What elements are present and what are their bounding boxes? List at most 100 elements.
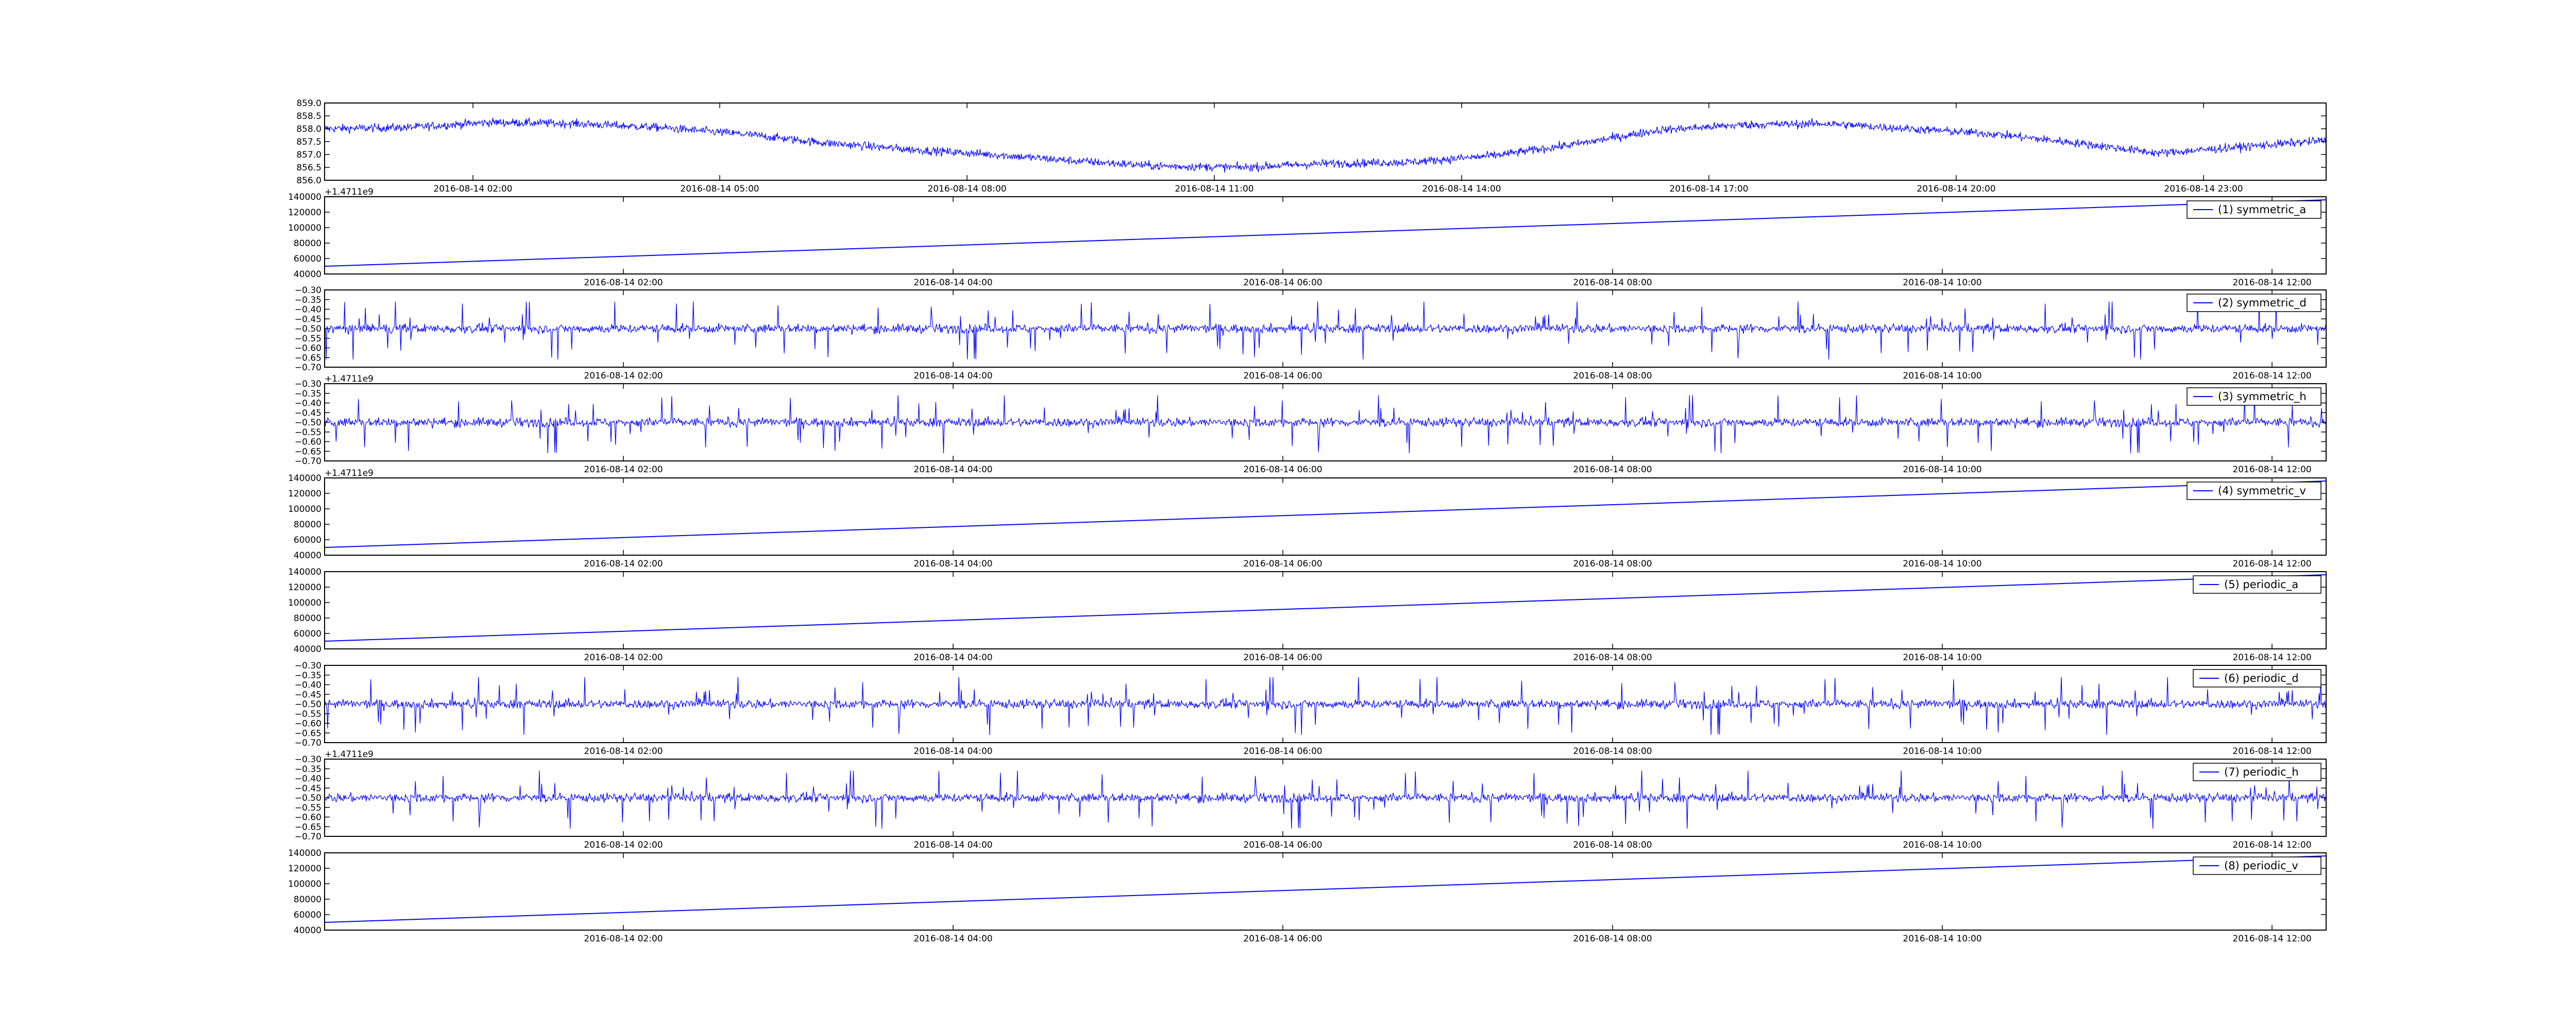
y-tick-label: 40000: [294, 269, 321, 280]
x-tick-label: 2016-08-14 10:00: [1903, 746, 1981, 757]
axes-frame: [324, 571, 2327, 649]
x-tick-label: 2016-08-14 06:00: [1243, 934, 1322, 944]
y-tick-label: −0.65: [295, 447, 321, 457]
panel-9: 40000 60000 80000 100000 120000 140000 2016-08…: [288, 848, 2327, 944]
x-tick-label: 2016-08-14 06:00: [1243, 559, 1322, 569]
x-tick-label: 2016-08-14 12:00: [2232, 465, 2311, 475]
x-tick-label: 2016-08-14 02:00: [584, 746, 663, 757]
legend: (1) symmetric_a: [2187, 200, 2321, 219]
y-tick-label: −0.65: [295, 353, 321, 363]
x-tick-label: 2016-08-14 02:00: [584, 559, 663, 569]
x-tick-label: 2016-08-14 12:00: [2232, 653, 2311, 663]
x-tick-label: 2016-08-14 23:00: [2164, 184, 2243, 194]
legend: (8) periodic_v: [2193, 856, 2321, 875]
y-tick-label: 100000: [288, 504, 321, 514]
x-tick-label: 2016-08-14 10:00: [1903, 371, 1981, 381]
y-tick-label: −0.45: [295, 783, 321, 794]
axes-frame: [324, 759, 2327, 837]
legend-box: [2187, 387, 2321, 406]
panel-5: 40000 60000 80000 100000 120000 140000 2016-08…: [288, 468, 2327, 569]
y-tick-label: −0.70: [295, 738, 321, 748]
x-tick-label: 2016-08-14 20:00: [1917, 184, 1995, 194]
y-tick-label: −0.50: [295, 324, 321, 334]
y-tick-label: 140000: [288, 192, 321, 202]
x-tick-label: 2016-08-14 06:00: [1243, 371, 1322, 381]
y-tick-label: −0.60: [295, 437, 321, 448]
series-line: [324, 574, 2327, 642]
y-tick-label: −0.40: [295, 680, 321, 691]
y-tick-label: 100000: [288, 598, 321, 608]
y-tick-label: −0.60: [295, 344, 321, 354]
x-tick-label: 2016-08-14 08:00: [1573, 465, 1652, 475]
x-tick-label: 2016-08-14 04:00: [913, 278, 992, 288]
x-tick-label: 2016-08-14 14:00: [1422, 184, 1501, 194]
y-tick-label: 858.0: [296, 124, 321, 134]
x-tick-label: 2016-08-14 02:00: [584, 278, 663, 288]
y-tick-label: 40000: [294, 925, 321, 936]
y-tick-label: −0.45: [295, 408, 321, 418]
legend: (6) periodic_d: [2193, 669, 2321, 688]
y-tick-label: −0.30: [295, 285, 321, 296]
y-tick-label: −0.40: [295, 774, 321, 784]
x-tick-label: 2016-08-14 12:00: [2232, 934, 2311, 944]
legend-label: (4) symmetric_v: [2218, 485, 2306, 497]
legend-label: (6) periodic_d: [2224, 672, 2299, 685]
y-tick-label: 120000: [288, 208, 321, 218]
x-tick-label: 2016-08-14 12:00: [2232, 746, 2311, 757]
y-tick-label: 80000: [294, 520, 321, 530]
y-tick-label: 120000: [288, 489, 321, 499]
legend: (7) periodic_h: [2193, 763, 2321, 781]
axes-frame: [324, 477, 2327, 556]
y-tick-label: 60000: [294, 535, 321, 545]
y-tick-label: −0.35: [295, 671, 321, 681]
x-tick-label: 2016-08-14 02:00: [584, 840, 663, 850]
y-tick-label: −0.50: [295, 418, 321, 428]
series-line: [324, 395, 2327, 454]
x-tick-label: 2016-08-14 12:00: [2232, 559, 2311, 569]
x-tick-label: 2016-08-14 04:00: [913, 371, 992, 381]
x-tick-label: 2016-08-14 12:00: [2232, 840, 2311, 850]
legend: (5) periodic_a: [2193, 575, 2321, 594]
series-line: [324, 199, 2327, 267]
x-tick-label: 2016-08-14 04:00: [913, 934, 992, 944]
y-tick-label: 100000: [288, 223, 321, 233]
axes-frame: [324, 852, 2327, 931]
panel-8: −0.70−0.65−0.60−0.55−0.50−0.45−0.40−0.35…: [295, 749, 2327, 850]
x-tick-label: 2016-08-14 08:00: [1573, 840, 1652, 850]
y-tick-label: −0.55: [295, 803, 321, 813]
y-tick-label: −0.55: [295, 427, 321, 438]
x-tick-label: 2016-08-14 06:00: [1243, 840, 1322, 850]
axis-offset-label: +1.4711e9: [325, 749, 374, 760]
x-tick-label: 2016-08-14 04:00: [913, 840, 992, 850]
axes-frame: [324, 102, 2327, 181]
x-tick-label: 2016-08-14 10:00: [1903, 840, 1981, 850]
y-tick-label: −0.65: [295, 728, 321, 739]
panel-6: 40000 60000 80000 100000 120000 140000 2016-08…: [288, 567, 2327, 663]
legend: (4) symmetric_v: [2187, 482, 2321, 500]
panel-7: −0.70−0.65−0.60−0.55−0.50−0.45−0.40−0.35…: [295, 661, 2327, 757]
x-tick-label: 2016-08-14 06:00: [1243, 653, 1322, 663]
y-tick-label: −0.35: [295, 295, 321, 305]
y-tick-label: −0.50: [295, 793, 321, 803]
x-tick-label: 2016-08-14 10:00: [1903, 559, 1981, 569]
y-tick-label: −0.60: [295, 813, 321, 823]
x-tick-label: 2016-08-14 08:00: [1573, 559, 1652, 569]
y-tick-label: 40000: [294, 644, 321, 655]
y-tick-label: −0.50: [295, 699, 321, 710]
legend-label: (8) periodic_v: [2224, 860, 2298, 872]
x-tick-label: 2016-08-14 08:00: [1573, 934, 1652, 944]
legend: (2) symmetric_d: [2187, 294, 2321, 312]
legend-label: (7) periodic_h: [2224, 766, 2299, 779]
y-tick-label: 857.5: [296, 137, 321, 147]
x-tick-label: 2016-08-14 02:00: [584, 934, 663, 944]
y-tick-label: 858.5: [296, 111, 321, 122]
x-tick-label: 2016-08-14 10:00: [1903, 278, 1981, 288]
y-tick-label: 856.0: [296, 176, 321, 186]
x-tick-label: 2016-08-14 02:00: [584, 371, 663, 381]
y-tick-label: 60000: [294, 254, 321, 264]
axes-frame: [324, 289, 2327, 368]
x-tick-label: 2016-08-14 10:00: [1903, 934, 1981, 944]
y-tick-label: −0.40: [295, 399, 321, 409]
x-tick-label: 2016-08-14 06:00: [1243, 465, 1322, 475]
y-tick-label: 120000: [288, 864, 321, 874]
